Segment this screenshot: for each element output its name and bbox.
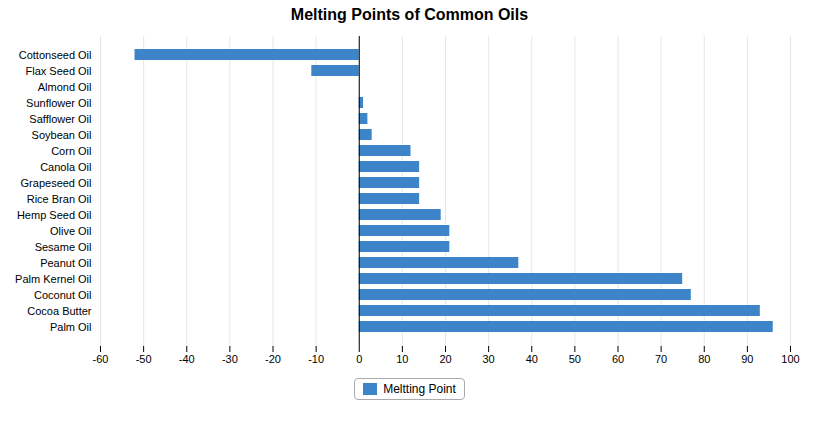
svg-text:Sesame Oil: Sesame Oil — [35, 241, 92, 253]
svg-text:Cocoa Butter: Cocoa Butter — [27, 305, 92, 317]
svg-text:30: 30 — [483, 353, 495, 365]
svg-text:Soybean Oil: Soybean Oil — [32, 129, 92, 141]
svg-text:40: 40 — [526, 353, 538, 365]
svg-text:Safflower Oil: Safflower Oil — [29, 113, 91, 125]
svg-text:-50: -50 — [136, 353, 152, 365]
svg-text:Cottonseed Oil: Cottonseed Oil — [19, 49, 92, 61]
svg-text:-60: -60 — [93, 353, 109, 365]
svg-text:80: 80 — [698, 353, 710, 365]
svg-text:Olive Oil: Olive Oil — [50, 225, 92, 237]
svg-text:90: 90 — [741, 353, 753, 365]
svg-text:Flax Seed Oil: Flax Seed Oil — [25, 65, 91, 77]
svg-text:Rice Bran Oil: Rice Bran Oil — [27, 193, 92, 205]
svg-text:Sunflower Oil: Sunflower Oil — [26, 97, 91, 109]
svg-text:100: 100 — [781, 353, 799, 365]
svg-text:Canola Oil: Canola Oil — [40, 161, 91, 173]
svg-text:Peanut Oil: Peanut Oil — [40, 257, 91, 269]
svg-text:20: 20 — [439, 353, 451, 365]
svg-text:10: 10 — [396, 353, 408, 365]
svg-text:Grapeseed Oil: Grapeseed Oil — [21, 177, 92, 189]
svg-text:-30: -30 — [222, 353, 238, 365]
svg-text:Palm Oil: Palm Oil — [50, 321, 92, 333]
svg-text:50: 50 — [569, 353, 581, 365]
svg-text:0: 0 — [356, 353, 362, 365]
svg-text:Palm Kernel Oil: Palm Kernel Oil — [15, 273, 91, 285]
svg-text:Corn Oil: Corn Oil — [51, 145, 91, 157]
html-text:Melting Points of Common Oils: Melting Points of Common Oils — [290, 6, 529, 23]
svg-text:Coconut Oil: Coconut Oil — [34, 289, 91, 301]
svg-text:Almond Oil: Almond Oil — [38, 81, 92, 93]
svg-text:-10: -10 — [308, 353, 324, 365]
svg-text:60: 60 — [612, 353, 624, 365]
html-text:Meltting Point: Meltting Point — [383, 382, 456, 396]
svg-text:Hemp Seed Oil: Hemp Seed Oil — [17, 209, 92, 221]
svg-text:70: 70 — [655, 353, 667, 365]
svg-text:-40: -40 — [179, 353, 195, 365]
svg-text:-20: -20 — [265, 353, 281, 365]
